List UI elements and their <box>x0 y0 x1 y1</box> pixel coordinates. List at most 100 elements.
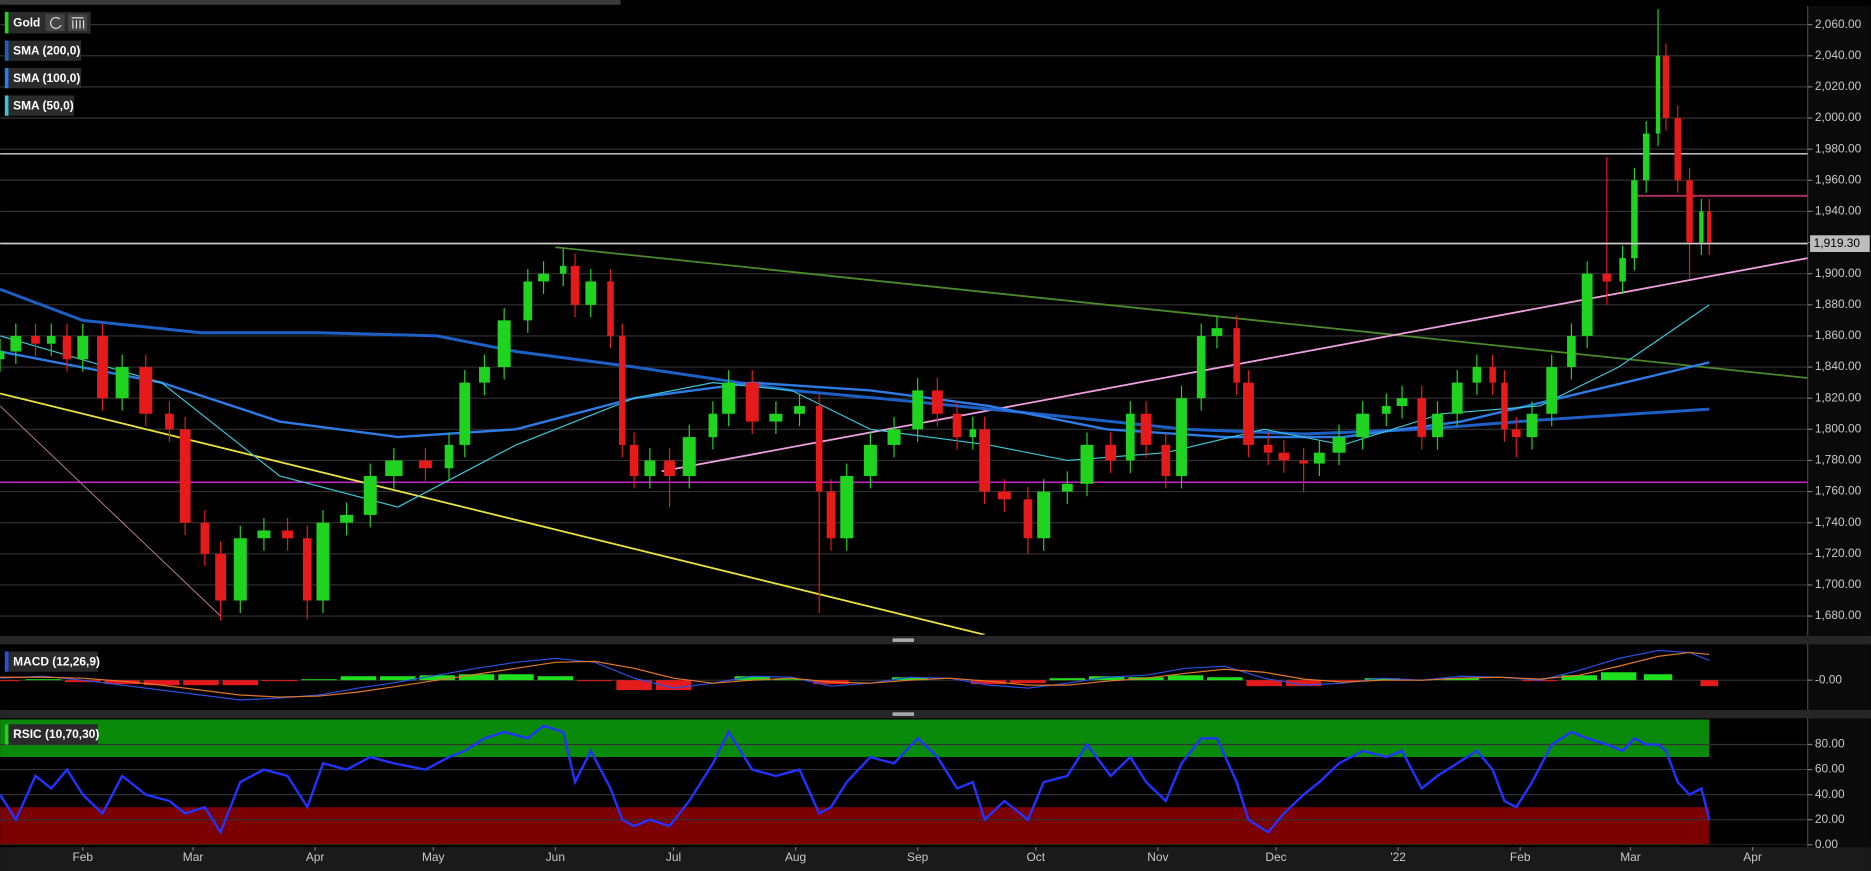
histogram-bar <box>892 677 928 681</box>
sma-legend-swatch <box>4 95 9 116</box>
histogram-bar <box>1049 678 1086 681</box>
candle-body <box>139 367 153 414</box>
candle-body <box>97 335 108 399</box>
histogram-bar <box>458 674 495 681</box>
macd-swatch <box>4 651 9 672</box>
candle-body <box>1299 460 1308 464</box>
histogram-bar <box>734 676 770 681</box>
histogram-bar <box>183 680 219 686</box>
calculator-button[interactable] <box>68 14 88 32</box>
x-tick-label: Mar <box>183 850 204 864</box>
histogram-bar <box>970 680 1007 685</box>
macd-legend-box[interactable] <box>4 651 98 672</box>
y-tick-label: 1,800.00 <box>1815 421 1862 435</box>
y-tick-label: 1,720.00 <box>1815 546 1862 560</box>
rsi-legend[interactable]: RSIC (10,70,30) <box>13 727 99 741</box>
candle-body <box>1526 413 1538 438</box>
histogram-bar <box>380 676 416 681</box>
candle-body <box>1037 491 1051 539</box>
candle-body <box>1686 180 1693 243</box>
histogram-bar <box>419 675 455 681</box>
y-tick-label: -0.00 <box>1815 672 1843 686</box>
candle-body <box>887 429 901 445</box>
symbol-label[interactable]: Gold <box>13 15 40 29</box>
tab-strip[interactable] <box>0 0 621 5</box>
trend-line <box>0 405 221 617</box>
candle-body <box>840 476 854 539</box>
candle-body <box>826 491 836 539</box>
y-tick-label: 1,880.00 <box>1815 297 1862 311</box>
candle-body <box>1432 413 1443 438</box>
candle-body <box>644 460 656 477</box>
candle-body <box>912 390 924 430</box>
candle-body <box>1417 398 1427 438</box>
sma-legend-label[interactable]: SMA (50,0) <box>13 98 74 112</box>
candle-body <box>1707 211 1712 244</box>
y-tick-label: 1,740.00 <box>1815 515 1862 529</box>
y-tick-label: 80.00 <box>1815 737 1845 751</box>
price-plot <box>0 9 1808 635</box>
macd-line <box>0 651 1710 698</box>
histogram-bar <box>1207 677 1243 681</box>
x-tick-label: Jun <box>546 850 565 864</box>
candle-body <box>1061 483 1073 492</box>
candle-body <box>0 351 5 360</box>
candle-body <box>815 405 823 492</box>
candle-body <box>1278 452 1290 461</box>
candle-body <box>1313 452 1325 464</box>
histogram-bar <box>1167 675 1204 681</box>
x-tick-label: Oct <box>1027 850 1046 864</box>
y-tick-label: 2,000.00 <box>1815 110 1862 124</box>
sma-legend-label[interactable]: SMA (200,0) <box>13 43 80 57</box>
histogram-bar <box>1010 680 1046 684</box>
x-tick-label: Apr <box>1743 850 1762 864</box>
histogram-bar <box>340 676 377 681</box>
rsi-plot <box>0 719 1808 845</box>
candle-body <box>1472 367 1482 383</box>
candle-body <box>745 382 759 422</box>
y-tick-label: 40.00 <box>1815 787 1845 801</box>
sma-legend-box[interactable] <box>4 95 75 116</box>
time-axis-area <box>0 847 1871 871</box>
histogram-bar <box>577 680 613 682</box>
y-tick-label: 1,760.00 <box>1815 484 1862 498</box>
separator-handle[interactable] <box>892 638 915 642</box>
candle-body <box>629 444 639 477</box>
separator[interactable] <box>0 709 1871 719</box>
x-tick-label: '22 <box>1390 850 1406 864</box>
sma-legend-box[interactable] <box>4 40 82 61</box>
rsi-swatch <box>4 724 9 745</box>
y-tick-label: 1,980.00 <box>1815 141 1862 155</box>
sma-legend-box[interactable] <box>4 68 82 89</box>
macd-plot <box>0 649 1808 701</box>
separator[interactable] <box>0 635 1871 645</box>
x-tick-label: Aug <box>785 850 806 864</box>
candle-body <box>497 320 511 368</box>
histogram-bar <box>1561 675 1598 681</box>
histogram-bar <box>655 680 692 691</box>
candle-body <box>1105 444 1117 461</box>
y-tick-label: 20.00 <box>1815 812 1845 826</box>
candle-body <box>282 530 293 539</box>
candle-body <box>952 413 962 438</box>
candle-body <box>1581 273 1593 336</box>
sma-legend-label[interactable]: SMA (100,0) <box>13 71 80 85</box>
candle-body <box>77 335 89 360</box>
candle-body <box>1546 367 1558 414</box>
x-tick-label: Mar <box>1620 850 1641 864</box>
rsi-legend-box[interactable] <box>4 724 98 745</box>
macd-legend[interactable]: MACD (12,26,9) <box>13 654 100 668</box>
histogram-bar <box>537 676 574 681</box>
histogram-bar <box>1443 678 1479 681</box>
candle-body <box>444 444 454 469</box>
candle-body <box>1396 398 1408 406</box>
candle-body <box>257 530 271 539</box>
y-tick-label: 1,680.00 <box>1815 608 1862 622</box>
candle-body <box>1080 444 1094 484</box>
candle-body <box>1674 118 1681 181</box>
x-tick-label: Feb <box>72 850 93 864</box>
axes: 1,680.00 1,700.00 1,720.00 1,740.00 1,760.00… <box>72 17 1870 864</box>
separator-handle[interactable] <box>892 712 915 716</box>
y-tick-label: 60.00 <box>1815 762 1845 776</box>
